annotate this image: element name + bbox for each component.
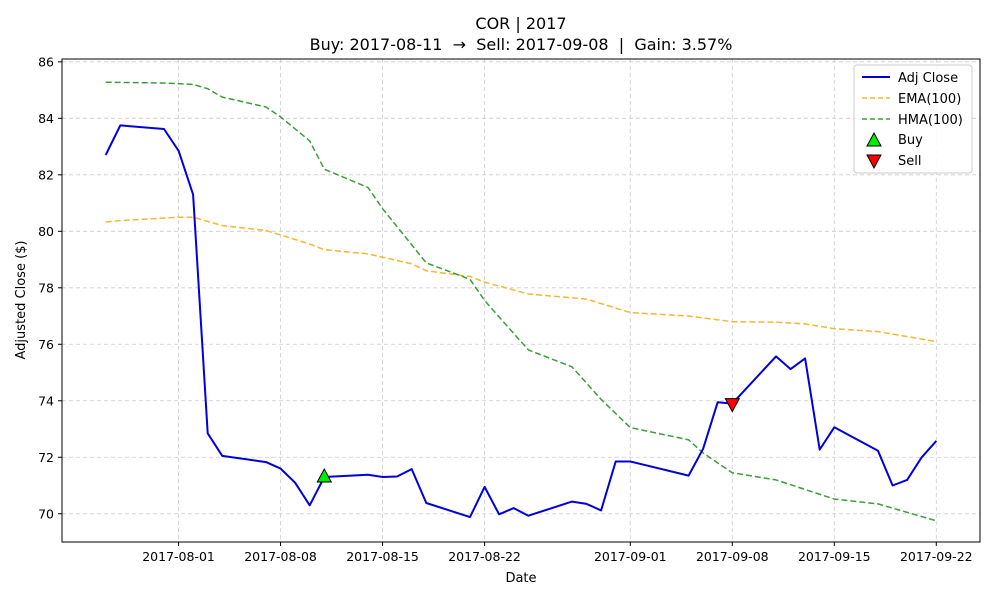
- x-tick-label: 2017-09-15: [798, 549, 871, 564]
- y-axis-label: Adjusted Close ($): [14, 241, 29, 360]
- y-tick-label: 80: [38, 224, 54, 239]
- legend-label-buy: Buy: [898, 133, 923, 148]
- sell-marker: [724, 398, 741, 413]
- legend-label-sell: Sell: [898, 154, 921, 169]
- series-line-ema-100: [105, 216, 937, 343]
- legend-label-hma: HMA(100): [898, 113, 963, 128]
- legend-buy-marker-icon: [866, 131, 882, 147]
- x-axis: 2017-08-01 2017-08-08 2017-08-15 2017-08-22…: [142, 542, 973, 564]
- legend-sell-marker-icon: [866, 154, 882, 170]
- grid: [62, 59, 980, 542]
- y-tick-label: 72: [38, 450, 54, 465]
- marker-layer: [316, 398, 741, 483]
- x-tick-label: 2017-08-15: [346, 549, 419, 564]
- series-line-adj-close: [104, 124, 938, 519]
- legend-box: [853, 64, 973, 174]
- y-tick-label: 70: [38, 506, 54, 521]
- plot-area-frame: [61, 58, 981, 543]
- y-tick-label: 82: [38, 167, 54, 182]
- series-layer: [104, 81, 938, 522]
- x-tick-label: 2017-08-08: [244, 549, 317, 564]
- x-tick-label: 2017-08-01: [142, 549, 215, 564]
- x-tick-label: 2017-09-08: [696, 549, 769, 564]
- buy-marker: [316, 467, 333, 483]
- y-axis: 70 72 74 76 78 80 82 84 86: [38, 54, 62, 521]
- legend-label-ema: EMA(100): [898, 92, 961, 107]
- x-axis-label: Date: [505, 571, 536, 586]
- y-tick-label: 86: [38, 54, 54, 69]
- y-tick-label: 76: [38, 337, 54, 352]
- y-tick-label: 84: [38, 111, 54, 126]
- y-tick-label: 78: [38, 280, 54, 295]
- y-tick-label: 74: [38, 393, 54, 408]
- chart-title: COR | 2017: [475, 14, 566, 33]
- series-line-hma-100: [105, 81, 937, 522]
- x-tick-label: 2017-09-01: [594, 549, 667, 564]
- x-tick-label: 2017-08-22: [448, 549, 521, 564]
- chart-subtitle: Buy: 2017-08-11 → Sell: 2017-09-08 | Gai…: [310, 35, 733, 54]
- x-tick-label: 2017-09-22: [900, 549, 973, 564]
- legend-label-adj-close: Adj Close: [898, 71, 958, 86]
- legend: Adj Close EMA(100) HMA(100) Buy Sell: [853, 64, 973, 174]
